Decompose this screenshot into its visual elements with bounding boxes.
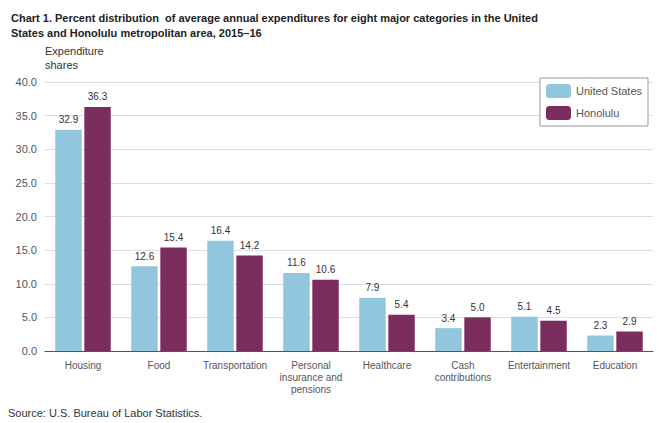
svg-text:20.0: 20.0 xyxy=(16,211,37,223)
svg-text:Honolulu: Honolulu xyxy=(576,107,619,119)
svg-text:7.9: 7.9 xyxy=(366,282,380,293)
svg-text:Food: Food xyxy=(148,360,171,371)
svg-text:36.3: 36.3 xyxy=(88,91,108,102)
svg-text:3.4: 3.4 xyxy=(442,313,456,324)
svg-text:Source: U.S. Bureau of Labor S: Source: U.S. Bureau of Labor Statistics. xyxy=(8,407,202,419)
svg-text:Chart 1. Percent distribution: Chart 1. Percent distribution of average… xyxy=(11,12,538,24)
svg-text:2.9: 2.9 xyxy=(623,316,637,327)
svg-text:5.0: 5.0 xyxy=(471,302,485,313)
svg-text:10.0: 10.0 xyxy=(16,278,37,290)
svg-text:Cash: Cash xyxy=(451,360,474,371)
svg-text:5.0: 5.0 xyxy=(22,311,37,323)
svg-text:25.0: 25.0 xyxy=(16,177,37,189)
svg-text:Expenditure: Expenditure xyxy=(45,45,104,57)
svg-text:40.0: 40.0 xyxy=(16,76,37,88)
svg-text:0.0: 0.0 xyxy=(22,345,37,357)
svg-text:32.9: 32.9 xyxy=(59,114,79,125)
svg-text:United States: United States xyxy=(576,85,643,97)
svg-text:Transportation: Transportation xyxy=(203,360,267,371)
svg-text:35.0: 35.0 xyxy=(16,110,37,122)
svg-text:shares: shares xyxy=(45,59,79,71)
svg-text:insurance and: insurance and xyxy=(280,372,343,383)
svg-text:15.0: 15.0 xyxy=(16,244,37,256)
svg-text:14.2: 14.2 xyxy=(240,240,260,251)
svg-text:12.6: 12.6 xyxy=(135,251,155,262)
svg-text:11.6: 11.6 xyxy=(287,257,306,268)
svg-text:Education: Education xyxy=(593,360,637,371)
svg-text:5.1: 5.1 xyxy=(518,301,532,312)
svg-text:4.5: 4.5 xyxy=(547,305,561,316)
svg-text:States and Honolulu metropolit: States and Honolulu metropolitan area, 2… xyxy=(11,27,262,39)
svg-text:16.4: 16.4 xyxy=(211,225,231,236)
svg-text:15.4: 15.4 xyxy=(164,232,184,243)
svg-text:Personal: Personal xyxy=(291,360,330,371)
svg-text:10.6: 10.6 xyxy=(316,264,336,275)
svg-text:Healthcare: Healthcare xyxy=(363,360,412,371)
svg-text:pensions: pensions xyxy=(291,384,331,395)
svg-text:contributions: contributions xyxy=(435,372,492,383)
svg-text:Housing: Housing xyxy=(65,360,102,371)
svg-text:30.0: 30.0 xyxy=(16,143,37,155)
svg-text:2.3: 2.3 xyxy=(594,320,608,331)
svg-text:5.4: 5.4 xyxy=(395,299,409,310)
svg-text:Entertainment: Entertainment xyxy=(508,360,570,371)
